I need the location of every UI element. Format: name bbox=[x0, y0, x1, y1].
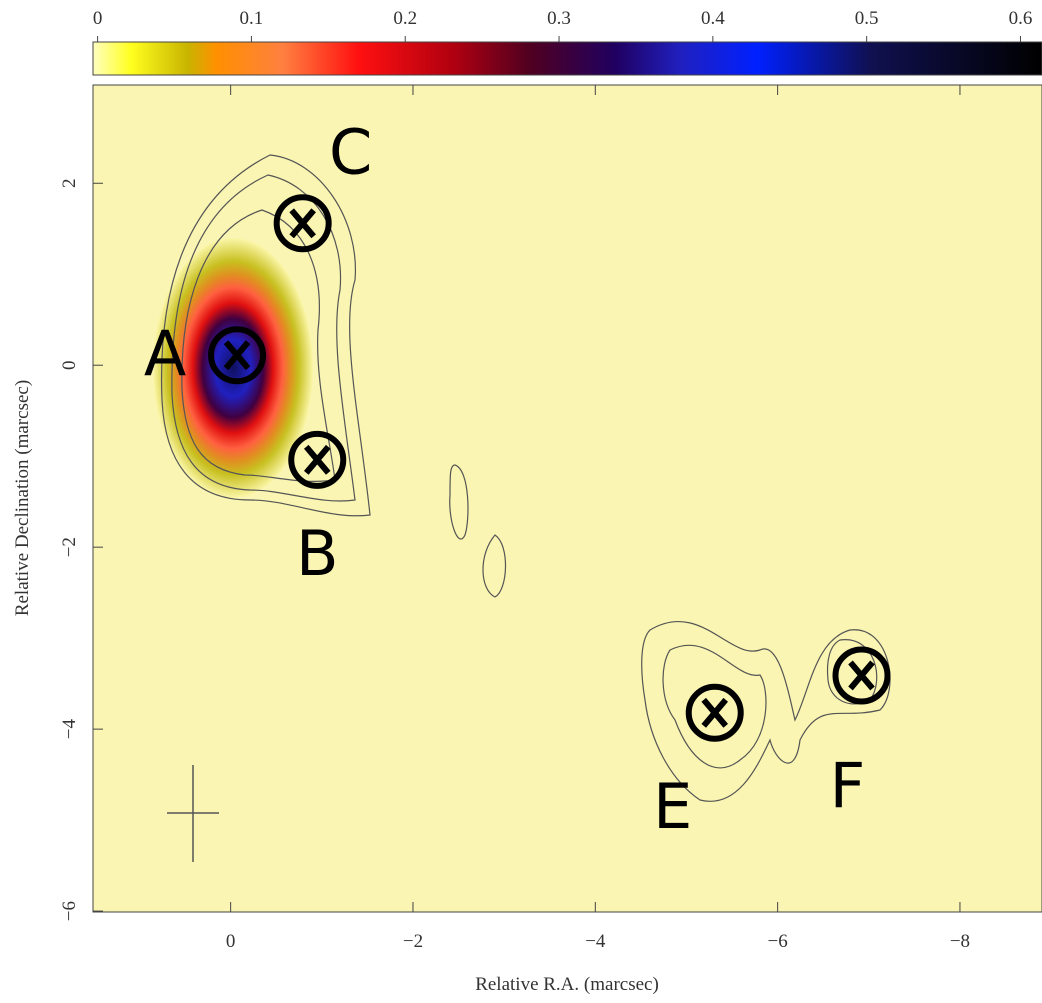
colorbar bbox=[92, 41, 1042, 76]
x-tick-label: −8 bbox=[950, 931, 970, 952]
component-marker bbox=[685, 683, 744, 742]
contour bbox=[641, 621, 891, 802]
y-axis-label: Relative Declination (marcsec) bbox=[12, 380, 33, 616]
marker-circle bbox=[273, 194, 332, 253]
plot-area bbox=[92, 84, 1042, 913]
marker-cross bbox=[289, 208, 316, 239]
component-label: E bbox=[653, 770, 692, 843]
contour bbox=[449, 464, 469, 540]
marker-circle bbox=[288, 430, 347, 489]
colorbar-tick-label: 0.6 bbox=[1009, 8, 1033, 29]
emission bbox=[153, 238, 313, 498]
contour bbox=[171, 174, 356, 502]
y-tick-label: −2 bbox=[59, 537, 80, 557]
contour bbox=[662, 644, 767, 769]
x-tick-label: 0 bbox=[226, 931, 236, 952]
colorbar-tick-label: 0.1 bbox=[240, 8, 264, 29]
colorbar-tick-label: 0 bbox=[93, 8, 103, 29]
colorbar-tick-label: 0.5 bbox=[855, 8, 879, 29]
x-tick-label: −2 bbox=[403, 931, 423, 952]
x-tick-label: −4 bbox=[585, 931, 606, 952]
marker-cross bbox=[848, 660, 875, 691]
contour bbox=[160, 154, 371, 517]
component-label: C bbox=[329, 115, 372, 188]
x-axis-label: Relative R.A. (marcsec) bbox=[475, 974, 659, 995]
marker-cross bbox=[303, 444, 331, 475]
plot-background bbox=[92, 84, 1042, 913]
contour bbox=[181, 209, 336, 482]
y-tick-label: 0 bbox=[59, 360, 80, 370]
marker-circle bbox=[832, 646, 891, 705]
colorbar-tick-label: 0.3 bbox=[547, 8, 571, 29]
contour bbox=[826, 639, 878, 705]
marker-cross bbox=[701, 697, 729, 728]
colorbar-tick-label: 0.2 bbox=[393, 8, 417, 29]
y-tick-label: −6 bbox=[59, 901, 80, 921]
marker-cross bbox=[223, 340, 251, 371]
component-marker bbox=[273, 194, 332, 253]
component-marker bbox=[288, 430, 347, 489]
component-label: F bbox=[830, 749, 866, 822]
marker-circle bbox=[208, 326, 267, 385]
component-marker bbox=[208, 326, 267, 385]
beam-marker bbox=[167, 765, 219, 862]
x-tick-label: −6 bbox=[768, 931, 788, 952]
contour bbox=[482, 534, 507, 598]
component-label: A bbox=[144, 317, 186, 390]
component-marker bbox=[832, 646, 891, 705]
colorbar-tick-label: 0.4 bbox=[701, 8, 725, 29]
component-label: B bbox=[296, 517, 339, 590]
y-tick-label: −4 bbox=[59, 719, 80, 740]
marker-circle bbox=[685, 683, 744, 742]
y-tick-label: 2 bbox=[59, 179, 80, 189]
